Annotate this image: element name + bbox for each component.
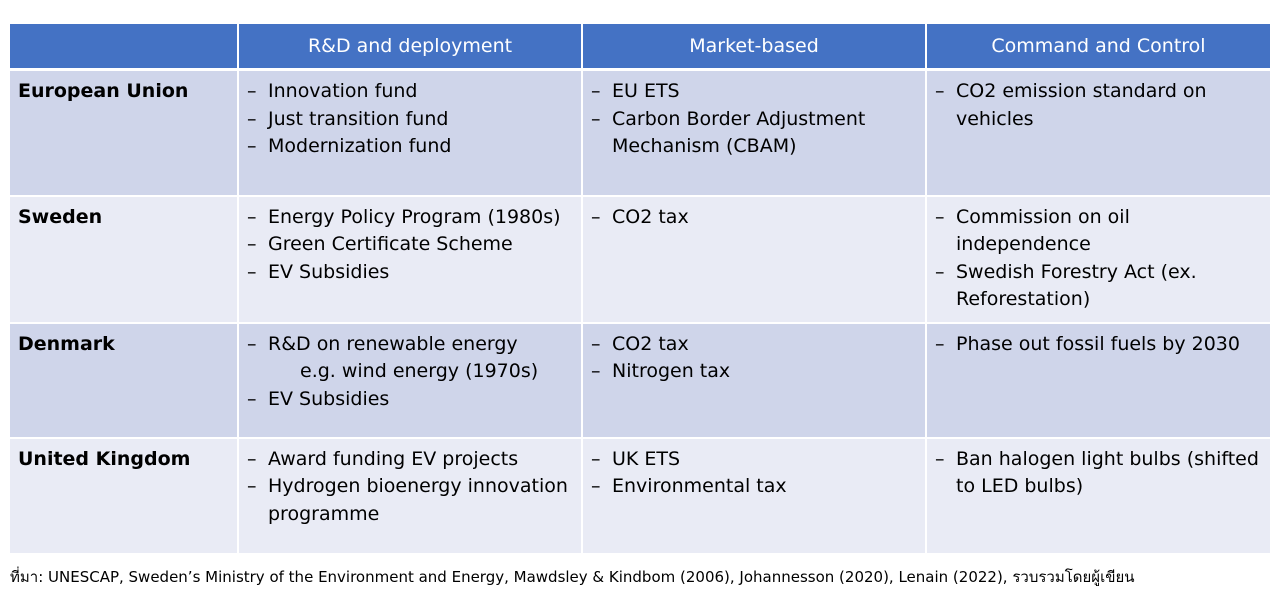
header-row: R&D and deployment Market-based Command … <box>10 24 1270 71</box>
list-item-subtext: e.g. wind energy (1970s) <box>300 360 539 382</box>
rd-cell: – Innovation fund – Just transition fund –… <box>238 69 583 197</box>
list-item: – Just transition fund <box>247 107 449 130</box>
header-rd: R&D and deployment <box>238 24 583 71</box>
header-empty <box>10 24 239 71</box>
country-cell: European Union <box>10 69 239 197</box>
list-item: – Phase out fossil fuels by 2030 <box>935 332 1240 355</box>
country-name: Denmark <box>18 332 115 355</box>
rd-cell: – Award funding EV projects – Hydrogen bio… <box>238 437 583 555</box>
source-note: ที่มา: UNESCAP, Sweden’s Ministry of the… <box>10 568 1135 586</box>
list-item: – Swedish Forestry Act (ex. Reforestation… <box>935 260 1197 311</box>
list-item: – Nitrogen tax <box>591 360 731 382</box>
list-item: – R&D on renewable energy e.g. wind energy… <box>247 331 573 386</box>
header-command: Command and Control <box>926 24 1270 71</box>
list-item: – Environmental tax <box>591 475 787 497</box>
list-item: – Carbon Border Adjustment Mechanism (CBA… <box>591 107 866 158</box>
list-item: – EU ETS <box>591 80 680 102</box>
header-market: Market-based <box>582 24 927 71</box>
market-cell: – UK ETS – Environmental tax <box>582 437 927 555</box>
rd-cell: – Energy Policy Program (1980s) – Green Ce… <box>238 195 583 324</box>
list-item: – Energy Policy Program (1980s) <box>247 205 561 228</box>
row-united-kingdom: United Kingdom – Award funding EV project… <box>10 437 1270 555</box>
country-cell: United Kingdom <box>10 437 239 555</box>
country-name: European Union <box>18 80 189 102</box>
list-item: – EV Subsidies <box>247 260 390 283</box>
list-item: – CO2 emission standard on vehicles <box>935 80 1207 130</box>
command-cell: – Ban halogen light bulbs (shifted to LED… <box>926 437 1270 555</box>
command-cell: – Commission on oil independence – Swedish… <box>926 195 1270 324</box>
list-item: – Ban halogen light bulbs (shifted to LED… <box>935 447 1259 498</box>
row-sweden: Sweden – Energy Policy Program (1980s) – G… <box>10 195 1270 324</box>
row-european-union: European Union – Innovation fund – Just tr… <box>10 69 1270 197</box>
row-denmark: Denmark – R&D on renewable energy e.g. win… <box>10 322 1270 439</box>
command-cell: – CO2 emission standard on vehicles <box>926 69 1270 197</box>
market-cell: – EU ETS – Carbon Border Adjustment Mechan… <box>582 69 927 197</box>
list-item: – EV Subsidies <box>247 387 390 410</box>
list-item: – Hydrogen bioenergy innovation programme <box>247 475 568 525</box>
list-item: – Modernization fund <box>247 135 452 157</box>
country-name: Sweden <box>18 205 103 228</box>
list-item: – CO2 tax <box>591 332 689 355</box>
country-cell: Denmark <box>10 322 239 439</box>
list-item: – CO2 tax <box>591 205 689 228</box>
list-item: – Innovation fund <box>247 80 418 102</box>
command-cell: – Phase out fossil fuels by 2030 <box>926 322 1270 439</box>
policy-table: R&D and deployment Market-based Command … <box>10 24 1270 555</box>
country-cell: Sweden <box>10 195 239 324</box>
rd-cell: – R&D on renewable energy e.g. wind energy… <box>238 322 583 439</box>
list-item: – Green Certificate Scheme <box>247 233 513 255</box>
market-cell: – CO2 tax <box>582 195 927 324</box>
list-item: – Commission on oil independence <box>935 205 1130 256</box>
market-cell: – CO2 tax – Nitrogen tax <box>582 322 927 439</box>
country-name: United Kingdom <box>18 447 191 470</box>
list-item: – UK ETS <box>591 447 681 470</box>
list-item: – Award funding EV projects <box>247 447 519 470</box>
